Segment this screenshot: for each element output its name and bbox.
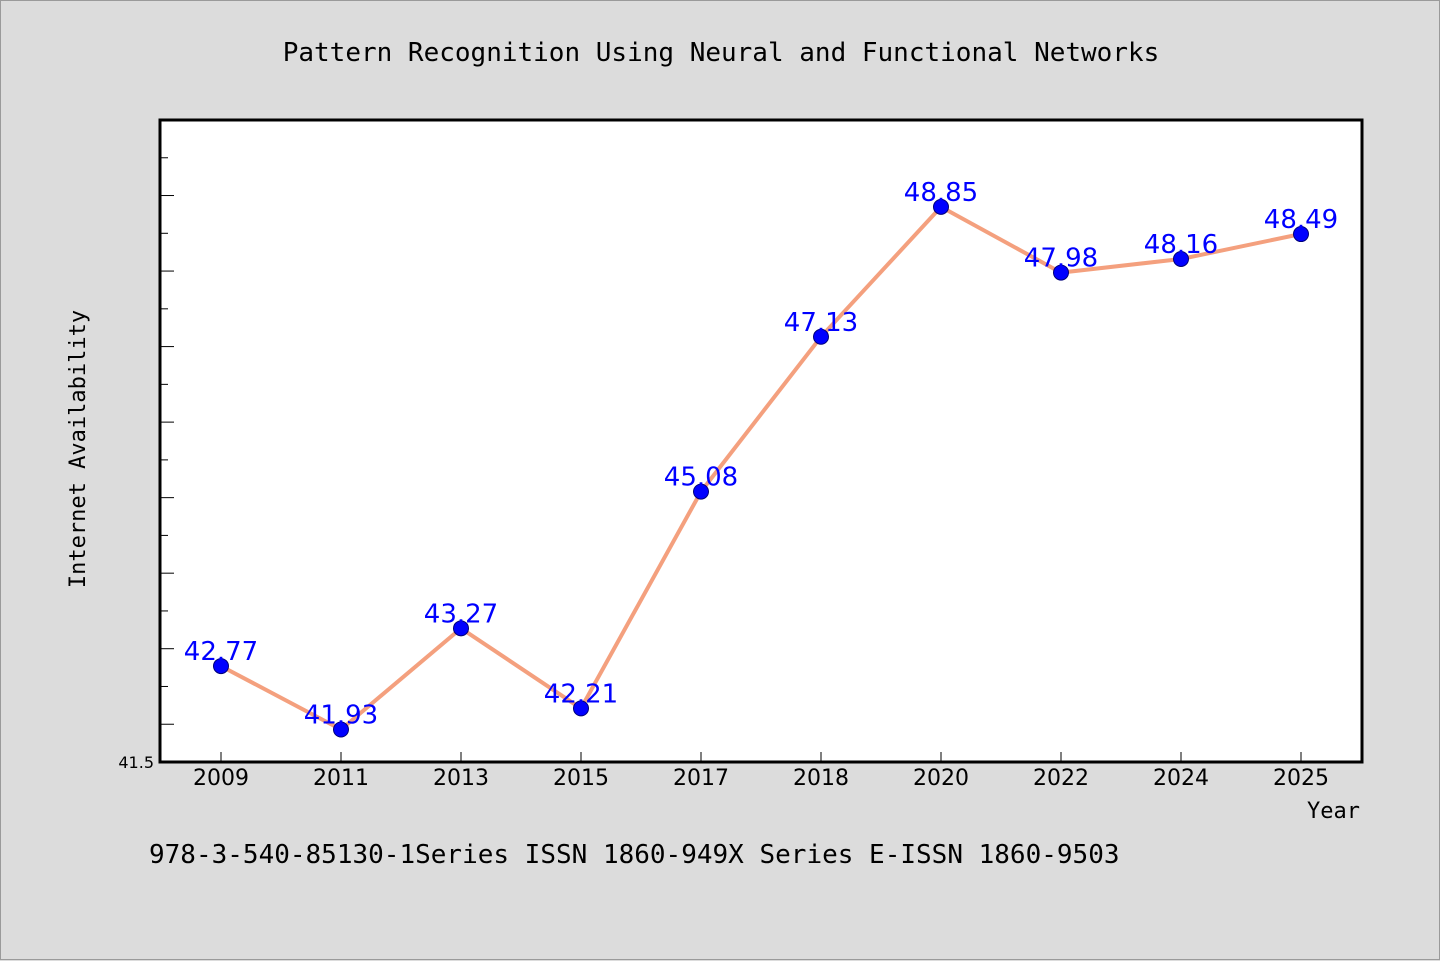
plot-area (158, 118, 1364, 764)
y-axis-ticks: 41.5 (118, 157, 174, 772)
y-axis-label: Internet Availability (66, 310, 91, 588)
data-label: 48.49 (1264, 205, 1338, 235)
x-tick-label: 2022 (1033, 766, 1089, 791)
data-label: 47.98 (1024, 244, 1098, 274)
x-tick-label: 2009 (193, 766, 249, 791)
data-label: 41.93 (304, 701, 378, 731)
x-axis-ticks: 2009 2011 2013 2015 2017 2018 2020 2022 2024 2025 (193, 752, 1329, 791)
x-tick-label: 2018 (793, 766, 849, 791)
data-label: 45.08 (664, 463, 738, 493)
data-point (1053, 264, 1069, 281)
x-tick-label: 2025 (1273, 766, 1329, 791)
caption-text: 978-3-540-85130-1Series ISSN 1860-949X S… (149, 840, 1120, 870)
data-point (933, 198, 949, 215)
data-label: 48.85 (904, 178, 978, 208)
data-label: 47.13 (784, 308, 858, 338)
data-markers (213, 198, 1309, 738)
data-point (693, 483, 709, 500)
data-label: 48.16 (1144, 230, 1218, 260)
x-tick-label: 2015 (553, 766, 609, 791)
data-label: 43.27 (424, 599, 498, 629)
x-tick-label: 2013 (433, 766, 489, 791)
data-point (213, 658, 229, 675)
data-point (333, 721, 349, 738)
data-point (1293, 226, 1309, 243)
series-line (220, 204, 1302, 732)
data-point (813, 328, 829, 345)
data-point (453, 620, 469, 637)
data-label: 42.77 (184, 637, 258, 667)
y-tick-label: 41.5 (118, 753, 154, 772)
x-tick-label: 2020 (913, 766, 969, 791)
x-tick-label: 2024 (1153, 766, 1209, 791)
x-tick-label: 2011 (313, 766, 369, 791)
data-point (1173, 250, 1189, 267)
data-label: 42.21 (544, 679, 618, 709)
data-labels: 42.77 41.93 43.27 42.21 45.08 47.13 48.85 47.98… (184, 178, 1338, 731)
x-tick-label: 2017 (673, 766, 729, 791)
data-point (573, 700, 589, 717)
x-axis-label: Year (1307, 799, 1360, 824)
chart-title: Pattern Recognition Using Neural and Fun… (283, 38, 1160, 68)
